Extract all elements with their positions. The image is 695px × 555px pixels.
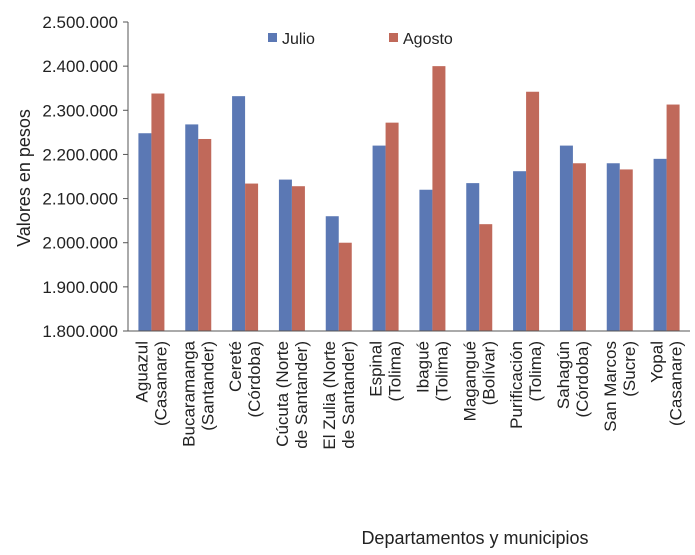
x-tick-label: Magangué (Bolívar)	[460, 341, 498, 421]
x-tick-label: Aguazul (Casanare)	[132, 341, 170, 426]
x-axis: Aguazul (Casanare) Bucaramanga (Santander) C…	[128, 330, 690, 450]
y-tick-label: 2.000.000	[42, 234, 118, 253]
bar-agosto	[619, 169, 633, 331]
bar-julio	[466, 183, 480, 331]
y-tick-label: 1.900.000	[42, 278, 118, 297]
x-tick-label-line: Ibagué	[413, 341, 432, 393]
legend-swatch-agosto	[389, 33, 398, 42]
x-tick-label: El Zulia (Norte de Santander)	[320, 341, 358, 450]
y-tick-label: 1.800.000	[42, 322, 118, 341]
bar-julio	[232, 96, 246, 331]
x-tick-label: Ibagué (Tolima)	[413, 341, 451, 401]
x-tick-label-line: Magangué	[460, 341, 479, 421]
x-tick-label: Yopal (Casanare)	[648, 341, 686, 426]
y-tick-label: 2.300.000	[42, 101, 118, 120]
bar-julio	[559, 145, 573, 331]
bar-agosto	[151, 93, 165, 331]
y-tick-label: 2.100.000	[42, 190, 118, 209]
x-tick-label-line: Aguazul	[132, 341, 151, 402]
legend-label-agosto: Agosto	[403, 31, 453, 48]
x-tick-label-line: de Santander)	[339, 341, 358, 449]
bar-julio	[185, 124, 199, 331]
x-tick-label-line: (Córdoba)	[245, 341, 264, 418]
x-tick-label-line: de Santander)	[292, 341, 311, 449]
x-tick-label-line: Espinal	[367, 341, 386, 397]
x-tick-label: Cereté (Córdoba)	[226, 341, 264, 418]
x-axis-title: Departamentos y municipios	[361, 528, 588, 548]
bar-julio	[653, 158, 667, 331]
bar-julio	[325, 216, 339, 331]
bar-julio	[138, 133, 152, 331]
x-tick-label-line: (Sucre)	[620, 341, 639, 397]
bar-julio	[372, 145, 386, 331]
x-tick-label: Sahagún (Córdoba)	[554, 341, 592, 418]
x-tick-label-line: Cereté	[226, 341, 245, 392]
x-tick-label-line: (Bolívar)	[479, 341, 498, 405]
y-axis-title: Valores en pesos	[14, 109, 34, 247]
x-tick-label-line: (Santander)	[198, 341, 217, 431]
x-tick-label-line: Yopal	[648, 341, 667, 383]
legend-swatch-julio	[268, 33, 277, 42]
x-tick-label-line: El Zulia (Norte	[320, 341, 339, 450]
bar-julio	[278, 179, 292, 331]
x-tick-label-line: Cúcuta (Norte	[273, 341, 292, 447]
bar-julio	[419, 189, 433, 331]
x-tick-label: Cúcuta (Norte de Santander)	[273, 341, 311, 449]
legend-label-julio: Julio	[282, 31, 315, 48]
x-tick-label-line: San Marcos	[601, 341, 620, 432]
bar-julio	[513, 171, 527, 331]
bar-agosto	[245, 183, 259, 331]
x-tick-label-line: (Casanare)	[151, 341, 170, 426]
bar-julio	[606, 163, 620, 331]
x-tick-label: San Marcos (Sucre)	[601, 341, 639, 432]
bar-agosto	[385, 122, 399, 331]
bar-agosto	[526, 91, 540, 331]
bar-agosto	[666, 104, 680, 331]
bar-agosto	[338, 242, 352, 331]
x-tick-label: Bucaramanga (Santander)	[179, 340, 217, 446]
x-tick-label-line: Bucaramanga	[179, 340, 198, 446]
bar-agosto	[198, 138, 212, 331]
y-axis: 1.800.000 1.900.000 2.000.000 2.100.000 2.20…	[42, 13, 129, 341]
bar-agosto	[291, 186, 305, 331]
y-tick-label: 2.400.000	[42, 57, 118, 76]
x-tick-label-line: (Tolima)	[386, 341, 405, 401]
y-tick-label: 2.200.000	[42, 145, 118, 164]
x-tick-label-line: (Córdoba)	[573, 341, 592, 418]
x-tick-label-line: Purificación	[507, 341, 526, 429]
x-tick-label: Espinal (Tolima)	[367, 341, 405, 401]
x-tick-label-line: (Casanare)	[667, 341, 686, 426]
bars	[138, 66, 680, 332]
x-tick-label-line: Sahagún	[554, 341, 573, 409]
bar-agosto	[479, 224, 493, 331]
bar-agosto	[432, 66, 446, 332]
x-tick-label: Purificación (Tolima)	[507, 341, 545, 429]
x-tick-label-line: (Tolima)	[526, 341, 545, 401]
x-tick-label-line: (Tolima)	[432, 341, 451, 401]
legend: Julio Agosto	[268, 31, 453, 48]
bar-agosto	[572, 163, 586, 331]
y-tick-label: 2.500.000	[42, 13, 118, 32]
